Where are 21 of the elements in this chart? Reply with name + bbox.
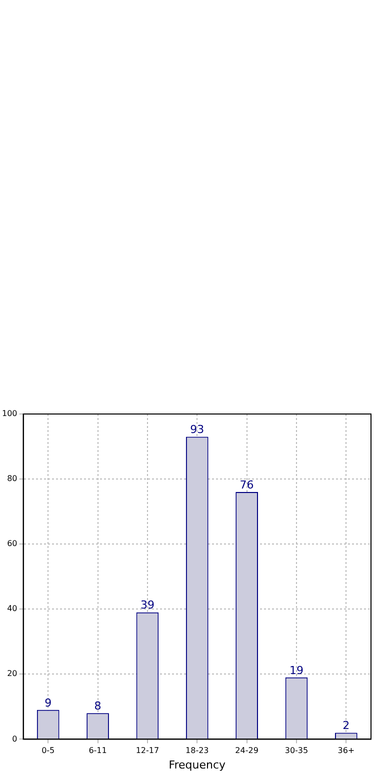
x-axis-title: Frequency [168, 758, 226, 772]
x-tick-label: 36+ [338, 746, 355, 756]
data-label: 19 [289, 664, 304, 677]
data-label: 8 [94, 700, 102, 713]
x-tick-label: 0-5 [42, 746, 55, 756]
x-tick-label: 18-23 [186, 746, 209, 756]
x-tick-label: 30-35 [284, 746, 308, 756]
x-tick-label: 6-11 [88, 746, 107, 756]
x-tick-label: 24-29 [235, 746, 258, 756]
data-label: 9 [44, 696, 52, 710]
y-tick-label: 100 [2, 409, 18, 418]
data-label: 76 [240, 478, 254, 492]
y-tick-label: 20 [7, 669, 18, 678]
y-tick-label: 80 [7, 474, 18, 484]
y-tick-label: 40 [7, 604, 18, 614]
data-label: 2 [342, 719, 350, 732]
y-tick-label: 0 [12, 734, 18, 744]
data-label: 39 [140, 598, 154, 612]
y-tick-label: 60 [7, 539, 18, 548]
x-tick-label: 12-17 [136, 746, 160, 756]
data-label: 93 [190, 423, 204, 436]
